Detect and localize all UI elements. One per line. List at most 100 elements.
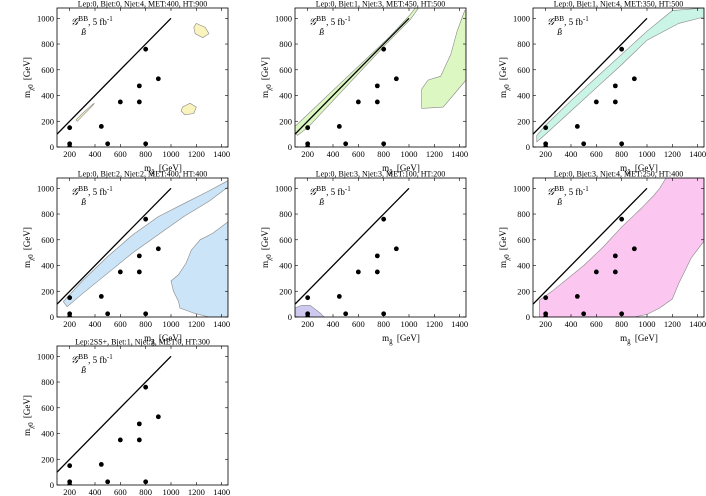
benchmark-point bbox=[343, 311, 349, 317]
exclusion-region bbox=[180, 102, 197, 116]
x-tick-label: 1000 bbox=[639, 319, 656, 329]
x-tick-label: 1000 bbox=[401, 319, 418, 329]
plot-frame bbox=[294, 177, 467, 318]
y-tick-label: 800 bbox=[41, 209, 54, 219]
benchmark-point bbox=[393, 76, 399, 82]
legend-subscript: B̃ bbox=[557, 28, 562, 37]
y-tick-label: 200 bbox=[41, 116, 54, 126]
benchmark-point bbox=[381, 141, 387, 147]
benchmark-point bbox=[98, 294, 104, 299]
x-tick-label: 600 bbox=[114, 149, 127, 159]
y-axis-label: mχ0 [GeV] bbox=[260, 57, 273, 98]
x-tick-label: 600 bbox=[114, 319, 127, 329]
benchmark-point bbox=[143, 311, 149, 317]
chart-panel-3: 200 400 600 800 1000 1200 1400 0 200 400 600 800 100… bbox=[498, 0, 706, 176]
y-tick-label: 1000 bbox=[513, 183, 530, 193]
benchmark-point bbox=[543, 295, 549, 301]
exclusion-region bbox=[536, 8, 704, 143]
y-tick-label: 400 bbox=[41, 91, 54, 101]
benchmark-point bbox=[305, 125, 311, 131]
benchmark-point bbox=[67, 295, 73, 301]
benchmark-point bbox=[117, 269, 123, 275]
y-tick-label: 0 bbox=[288, 142, 292, 152]
plot-frame bbox=[532, 7, 705, 148]
x-tick-label: 200 bbox=[301, 319, 314, 329]
x-tick-label: 600 bbox=[114, 487, 127, 496]
x-tick-label: 400 bbox=[89, 487, 102, 496]
legend-subscript: B̃ bbox=[81, 198, 86, 207]
x-tick-label: 1200 bbox=[188, 319, 205, 329]
legend-subscript: B̃ bbox=[319, 198, 324, 207]
y-tick-label: 400 bbox=[41, 429, 54, 439]
x-tick-label: 1400 bbox=[213, 487, 230, 496]
y-tick-label: 200 bbox=[279, 286, 292, 296]
y-tick-label: 0 bbox=[50, 142, 54, 152]
benchmark-point bbox=[593, 99, 599, 105]
y-tick-label: 400 bbox=[517, 261, 530, 271]
chart-panel-4: 200 400 600 800 1000 1200 1400 0 200 400 600 800 100… bbox=[22, 170, 230, 347]
benchmark-point bbox=[136, 99, 142, 105]
plot-area bbox=[533, 8, 704, 147]
benchmark-point bbox=[155, 76, 161, 82]
legend-label: 𝒢BB, 5 fb-1 bbox=[309, 184, 351, 198]
benchmark-point bbox=[67, 125, 73, 131]
benchmark-point bbox=[155, 414, 161, 420]
y-tick-label: 200 bbox=[279, 116, 292, 126]
y-tick-label: 600 bbox=[279, 235, 292, 245]
exclusion-region bbox=[170, 221, 228, 317]
x-tick-label: 400 bbox=[327, 319, 340, 329]
legend-label: 𝒢BB, 5 fb-1 bbox=[547, 14, 589, 28]
legend-label: 𝒢BB, 5 fb-1 bbox=[309, 14, 351, 28]
plot-frame bbox=[56, 345, 229, 486]
kinematic-limit-line bbox=[295, 187, 410, 305]
y-tick-label: 600 bbox=[517, 65, 530, 75]
benchmark-point bbox=[143, 384, 149, 390]
y-axis-label: mχ0 [GeV] bbox=[22, 57, 35, 98]
benchmark-point bbox=[393, 246, 399, 252]
benchmark-point bbox=[143, 216, 149, 222]
y-tick-label: 400 bbox=[41, 261, 54, 271]
benchmark-point bbox=[136, 437, 142, 443]
benchmark-point bbox=[374, 99, 380, 105]
y-tick-label: 1000 bbox=[37, 183, 54, 193]
benchmark-point bbox=[336, 124, 342, 129]
x-axis-label: mg̃ [GeV] bbox=[382, 333, 420, 346]
plot-frame bbox=[532, 177, 705, 318]
x-axis-label: mg̃ [GeV] bbox=[144, 333, 182, 346]
benchmark-point bbox=[143, 141, 149, 147]
x-tick-label: 1200 bbox=[664, 149, 681, 159]
chart-title: Lep:0, Bjet:3, Njet:3, MET:100, HT:200 bbox=[316, 170, 445, 179]
y-tick-label: 200 bbox=[41, 454, 54, 464]
benchmark-point bbox=[619, 141, 625, 147]
x-tick-label: 1400 bbox=[689, 149, 706, 159]
chart-title: Lep:0, Bjet:2, Njet:2, MET:400, HT:400 bbox=[78, 170, 207, 179]
y-tick-label: 200 bbox=[517, 286, 530, 296]
y-axis-label: mχ0 [GeV] bbox=[22, 227, 35, 268]
benchmark-point bbox=[612, 269, 618, 275]
chart-title: Lep:0, Bjet:1, Njet:3, MET:450, HT:500 bbox=[316, 0, 445, 9]
y-tick-label: 0 bbox=[526, 142, 530, 152]
y-tick-label: 800 bbox=[517, 209, 530, 219]
y-tick-label: 1000 bbox=[275, 13, 292, 23]
benchmark-point bbox=[619, 311, 625, 317]
exclusion-region bbox=[538, 178, 704, 317]
x-tick-label: 1400 bbox=[689, 319, 706, 329]
kinematic-limit-line bbox=[533, 17, 648, 135]
chart-panel-5: 200 400 600 800 1000 1200 1400 0 200 400 600 800 100… bbox=[260, 170, 468, 347]
x-tick-label: 200 bbox=[539, 149, 552, 159]
exclusion-region bbox=[295, 305, 325, 317]
x-tick-label: 600 bbox=[590, 149, 603, 159]
x-tick-label: 800 bbox=[139, 487, 152, 496]
x-axis-label: mg̃ [GeV] bbox=[620, 333, 658, 346]
benchmark-point bbox=[581, 311, 587, 317]
benchmark-point bbox=[381, 46, 387, 52]
chart-panel-7: 200 400 600 800 1000 1200 1400 0 200 400 600 800 100… bbox=[22, 338, 230, 496]
x-tick-label: 800 bbox=[377, 149, 390, 159]
y-tick-label: 0 bbox=[50, 312, 54, 322]
x-axis-label: mg̃ [GeV] bbox=[620, 163, 658, 176]
plot-frame bbox=[56, 177, 229, 318]
benchmark-point bbox=[619, 216, 625, 222]
y-tick-label: 0 bbox=[50, 480, 54, 490]
benchmark-point bbox=[374, 83, 380, 89]
kinematic-limit-line bbox=[57, 355, 172, 473]
